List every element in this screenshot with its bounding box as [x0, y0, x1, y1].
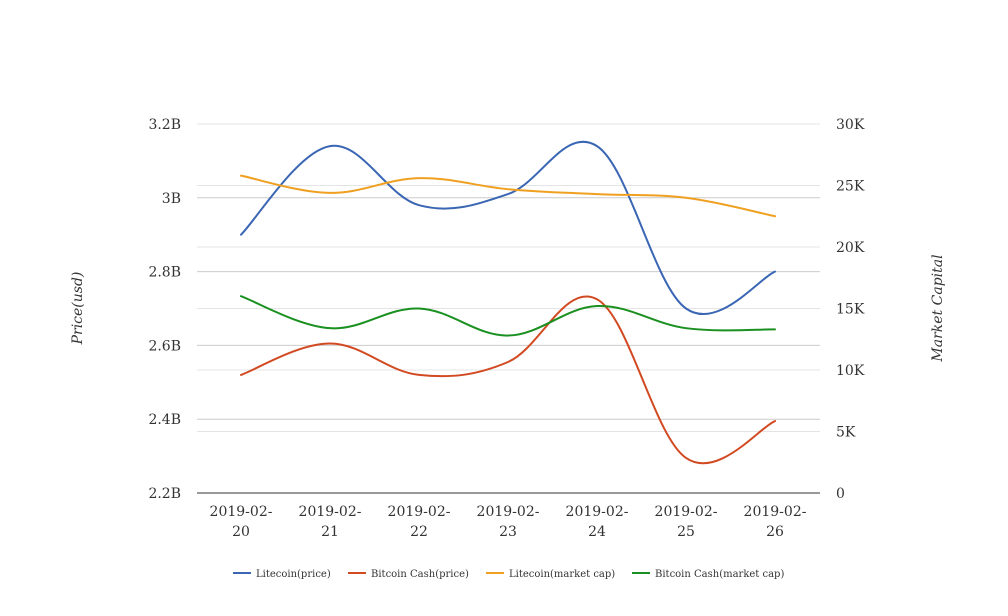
series-line-4 [240, 295, 776, 337]
x-tick-label-line: 2019-02- [477, 504, 540, 520]
legend: Litecoin(price) Bitcoin Cash(price) Liteco… [233, 569, 784, 580]
left-tick-label: 3B [162, 191, 181, 207]
x-tick-label: 2019-02- 22 [388, 504, 451, 540]
x-tick-label-line: 2019-02- [299, 504, 362, 520]
left-axis-ticks: 2.2B 2.4B 2.6B 2.8B 3B 3.2B [148, 117, 181, 502]
x-tick-label: 2019-02- 21 [299, 504, 362, 540]
series-group [240, 140, 776, 465]
left-tick-label: 2.6B [148, 338, 181, 354]
x-tick-label-line: 2019-02- [388, 504, 451, 520]
x-tick-label-line: 21 [321, 524, 339, 540]
x-tick-label: 2019-02- 26 [744, 504, 807, 540]
x-tick-label-line: 20 [232, 524, 250, 540]
right-tick-label: 0 [836, 486, 845, 502]
right-tick-label: 10K [836, 363, 865, 379]
x-tick-label: 2019-02- 25 [655, 504, 718, 540]
x-tick-label-line: 2019-02- [655, 504, 718, 520]
x-axis-ticks: 2019-02- 20 2019-02- 21 2019-02- 22 2019-02- 23… [210, 504, 807, 540]
x-tick-label-line: 2019-02- [210, 504, 273, 520]
right-tick-label: 25K [836, 179, 865, 195]
right-tick-label: 5K [836, 425, 856, 441]
right-tick-label: 30K [836, 117, 865, 133]
legend-label-4: Bitcoin Cash(market cap) [655, 569, 784, 580]
series-line-3 [240, 174, 776, 218]
x-tick-label: 2019-02- 20 [210, 504, 273, 540]
right-tick-label: 15K [836, 302, 865, 318]
left-tick-label: 2.8B [148, 265, 181, 281]
x-tick-label-line: 2019-02- [744, 504, 807, 520]
left-tick-label: 2.2B [148, 486, 181, 502]
x-tick-label-line: 2019-02- [566, 504, 629, 520]
x-tick-label-line: 23 [499, 524, 517, 540]
x-tick-label-line: 26 [766, 524, 784, 540]
left-axis-title: Price(usd) [70, 272, 86, 346]
series-line-1 [240, 140, 776, 316]
grid [197, 123, 820, 432]
legend-label-2: Bitcoin Cash(price) [371, 569, 469, 580]
x-tick-label-line: 25 [677, 524, 695, 540]
left-tick-label: 3.2B [148, 117, 181, 133]
legend-label-1: Litecoin(price) [256, 569, 331, 580]
right-axis-ticks: 0 5K 10K 15K 20K 25K 30K [836, 117, 865, 502]
right-axis-title: Market Capital [930, 254, 946, 362]
x-tick-label-line: 22 [410, 524, 428, 540]
x-tick-label-line: 24 [588, 524, 606, 540]
x-tick-label: 2019-02- 24 [566, 504, 629, 540]
series-line-2 [240, 295, 776, 465]
legend-label-3: Litecoin(market cap) [509, 569, 615, 580]
right-tick-label: 20K [836, 240, 865, 256]
x-tick-label: 2019-02- 23 [477, 504, 540, 540]
left-tick-label: 2.4B [148, 412, 181, 428]
